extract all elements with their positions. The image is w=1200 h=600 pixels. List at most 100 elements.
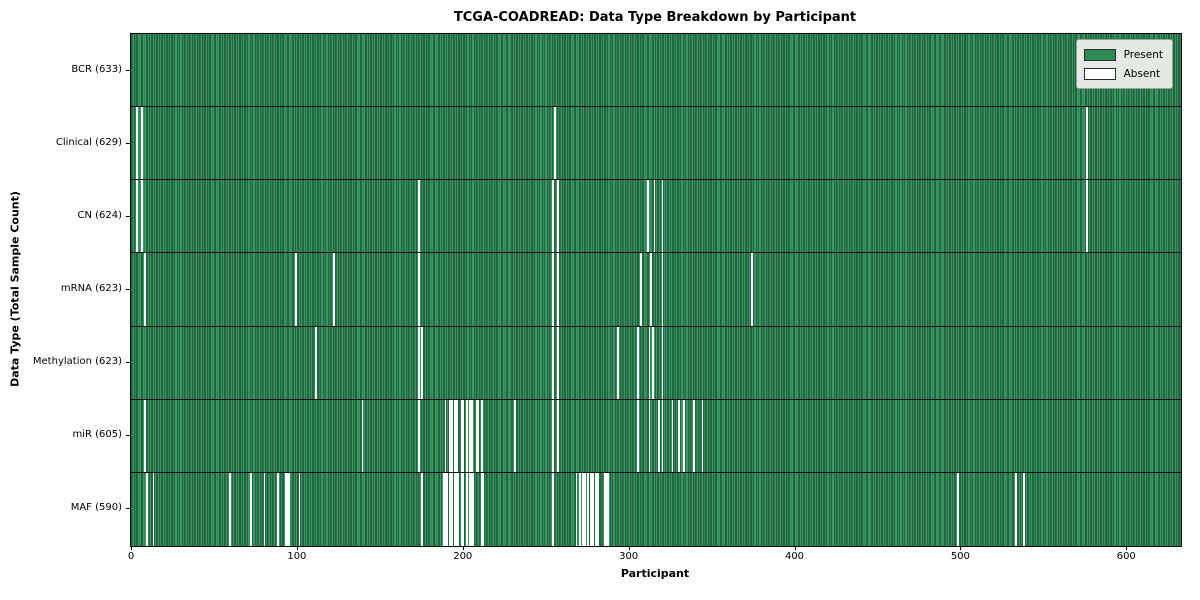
- xtick-mark: [296, 546, 298, 550]
- absent-stripe: [651, 326, 654, 399]
- absent-stripe: [1086, 180, 1089, 253]
- absent-stripe: [144, 253, 146, 326]
- absent-stripe: [442, 472, 445, 546]
- absent-stripe: [552, 253, 554, 326]
- absent-stripe: [583, 472, 586, 546]
- absent-stripe: [298, 472, 301, 546]
- absent-stripe: [640, 253, 642, 326]
- absent-stripe: [552, 326, 554, 399]
- row-methylation: [131, 326, 1181, 400]
- absent-stripe: [457, 472, 460, 546]
- absent-stripe: [477, 399, 480, 472]
- xtick-mark: [1126, 546, 1128, 550]
- absent-stripe: [472, 472, 475, 546]
- absent-stripe: [514, 399, 516, 472]
- absent-stripe: [693, 399, 695, 472]
- absent-stripe: [661, 399, 664, 472]
- row-mrna: [131, 253, 1181, 327]
- legend-item-absent: Absent: [1083, 64, 1163, 83]
- absent-stripe: [444, 472, 447, 546]
- absent-stripe: [607, 472, 609, 546]
- absent-stripe: [469, 472, 472, 546]
- absent-stripe: [454, 472, 457, 546]
- row-cn: [131, 180, 1181, 254]
- absent-stripe: [592, 472, 594, 546]
- absent-stripe: [701, 399, 704, 472]
- ytick-mark: [126, 289, 130, 290]
- ytick-label-bcr: BCR (633): [71, 63, 122, 75]
- absent-stripe: [650, 253, 652, 326]
- absent-stripe: [471, 399, 473, 472]
- absent-stripe: [333, 253, 336, 326]
- absent-stripe: [444, 399, 447, 472]
- absent-stripe: [461, 472, 463, 546]
- absent-stripe: [295, 253, 297, 326]
- absent-stripe: [456, 399, 458, 472]
- absent-stripe: [451, 399, 453, 472]
- legend-label-present: Present: [1123, 48, 1163, 61]
- ytick-label-mrna: mRNA (623): [60, 283, 122, 294]
- ytick-label-clinical: Clinical (629): [55, 136, 122, 148]
- absent-stripe: [658, 399, 661, 472]
- xtick-mark: [462, 546, 464, 550]
- absent-stripe: [557, 253, 559, 326]
- legend-label-absent: Absent: [1123, 67, 1161, 80]
- absent-stripe: [957, 472, 959, 546]
- absent-stripe: [481, 472, 483, 546]
- absent-stripe: [661, 326, 664, 399]
- ytick-mark: [126, 362, 130, 364]
- xtick-mark: [131, 546, 132, 550]
- absent-stripe: [461, 399, 463, 472]
- ytick-mark: [126, 215, 130, 217]
- absent-stripe: [361, 399, 364, 472]
- absent-stripe: [145, 472, 148, 546]
- present-swatch-icon: [1083, 48, 1116, 61]
- absent-stripe: [671, 399, 674, 472]
- absent-stripe: [288, 472, 291, 546]
- absent-stripe: [466, 399, 468, 472]
- absent-stripe: [469, 399, 472, 472]
- absent-stripe: [456, 472, 458, 546]
- ytick-label-mir: miR (605): [72, 429, 122, 441]
- absent-stripe: [603, 472, 606, 546]
- xtick-label-200: 200: [453, 551, 473, 562]
- absent-stripe: [454, 399, 457, 472]
- absent-stripe: [557, 180, 559, 253]
- absent-stripe: [466, 472, 468, 546]
- absent-stripe: [557, 399, 559, 472]
- absent-stripe: [575, 472, 578, 546]
- ytick-mark: [126, 69, 130, 71]
- xtick-label-300: 300: [619, 551, 639, 562]
- xtick-label-500: 500: [950, 551, 970, 562]
- xtick-mark: [794, 546, 796, 550]
- absent-stripe: [482, 472, 485, 546]
- absent-stripe: [421, 326, 423, 399]
- absent-stripe: [286, 472, 289, 546]
- absent-stripe: [417, 399, 420, 472]
- absent-stripe: [462, 472, 465, 546]
- absent-stripe: [648, 326, 651, 399]
- absent-stripe: [449, 399, 452, 472]
- xtick-label-100: 100: [287, 551, 307, 562]
- absent-stripe: [417, 326, 420, 399]
- ytick-mark: [126, 435, 130, 437]
- legend: Present Absent: [1075, 39, 1173, 89]
- absent-stripe: [446, 472, 448, 546]
- absent-stripe: [552, 180, 554, 253]
- absent-stripe: [285, 472, 287, 546]
- absent-stripe: [476, 399, 478, 472]
- absent-swatch-icon: [1083, 67, 1116, 80]
- absent-stripe: [263, 472, 266, 546]
- row-bcr: [131, 34, 1181, 108]
- absent-stripe: [417, 180, 420, 253]
- row-maf: [131, 472, 1181, 546]
- xtick-label-0: 0: [127, 551, 135, 562]
- ytick-label-cn: CN (624): [77, 209, 122, 221]
- x-axis-label: Participant: [620, 567, 690, 580]
- absent-stripe: [653, 180, 656, 253]
- row-clinical: [131, 107, 1181, 181]
- absent-stripe: [552, 399, 554, 472]
- absent-stripe: [597, 472, 599, 546]
- absent-stripe: [135, 180, 138, 253]
